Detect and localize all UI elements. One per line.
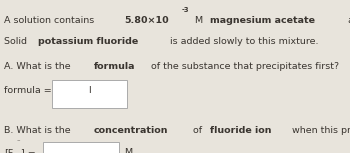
Text: A solution contains: A solution contains xyxy=(4,16,97,25)
Text: of the substance that precipitates first?: of the substance that precipitates first… xyxy=(148,62,339,71)
Text: -3: -3 xyxy=(182,7,190,13)
Text: ] =: ] = xyxy=(21,148,36,153)
Text: is added slowly to this mixture.: is added slowly to this mixture. xyxy=(167,37,318,47)
Text: M: M xyxy=(192,16,206,25)
Text: M: M xyxy=(124,148,132,153)
Text: formula =: formula = xyxy=(4,86,52,95)
Text: potassium fluoride: potassium fluoride xyxy=(38,37,138,47)
Text: 5.80×10: 5.80×10 xyxy=(125,16,169,25)
Text: Solid: Solid xyxy=(4,37,30,47)
Text: of: of xyxy=(190,126,205,135)
Text: fluoride ion: fluoride ion xyxy=(210,126,271,135)
Text: B. What is the: B. What is the xyxy=(4,126,74,135)
Text: when this precipitation first begins?: when this precipitation first begins? xyxy=(289,126,350,135)
Text: formula: formula xyxy=(94,62,135,71)
Text: and: and xyxy=(345,16,350,25)
Text: A. What is the: A. What is the xyxy=(4,62,74,71)
Text: I: I xyxy=(88,86,91,95)
Text: concentration: concentration xyxy=(94,126,169,135)
Text: magnesium acetate: magnesium acetate xyxy=(210,16,315,25)
Text: [F: [F xyxy=(4,148,13,153)
Text: ⁻: ⁻ xyxy=(16,139,20,145)
FancyBboxPatch shape xyxy=(52,80,127,108)
FancyBboxPatch shape xyxy=(43,142,119,153)
